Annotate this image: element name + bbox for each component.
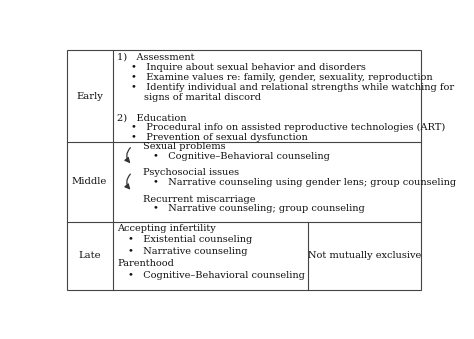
Text: •   Narrative counseling: • Narrative counseling xyxy=(128,247,247,256)
Text: •   Cognitive–Behavioral counseling: • Cognitive–Behavioral counseling xyxy=(128,271,305,280)
Text: •   Cognitive–Behavioral counseling: • Cognitive–Behavioral counseling xyxy=(153,152,330,160)
Text: •   Examine values re: family, gender, sexuality, reproduction: • Examine values re: family, gender, sex… xyxy=(131,73,432,82)
Text: Not mutually exclusive: Not mutually exclusive xyxy=(308,251,421,260)
Text: Psychosocial issues: Psychosocial issues xyxy=(143,168,239,177)
Text: •   Narrative counseling using gender lens; group counseling: • Narrative counseling using gender lens… xyxy=(153,178,456,187)
Text: 2)   Education: 2) Education xyxy=(117,113,186,122)
Text: 1)   Assessment: 1) Assessment xyxy=(117,53,194,62)
Text: Middle: Middle xyxy=(72,177,107,186)
Text: •   Prevention of sexual dysfunction: • Prevention of sexual dysfunction xyxy=(131,133,308,142)
Text: •   Inquire about sexual behavior and disorders: • Inquire about sexual behavior and diso… xyxy=(131,63,366,72)
Text: signs of marital discord: signs of marital discord xyxy=(145,93,262,102)
Text: Accepting infertility: Accepting infertility xyxy=(117,223,216,233)
Text: Early: Early xyxy=(76,92,103,101)
Text: Late: Late xyxy=(78,251,101,260)
Text: •   Procedural info on assisted reproductive technologies (ART): • Procedural info on assisted reproducti… xyxy=(131,123,445,132)
Text: •   Identify individual and relational strengths while watching for: • Identify individual and relational str… xyxy=(131,83,454,92)
Text: Parenthood: Parenthood xyxy=(117,259,174,268)
Text: •   Narrative counseling; group counseling: • Narrative counseling; group counseling xyxy=(153,204,365,213)
Text: •   Existential counseling: • Existential counseling xyxy=(128,235,252,244)
Text: Sexual problems: Sexual problems xyxy=(143,142,225,151)
Text: Recurrent miscarriage: Recurrent miscarriage xyxy=(143,195,255,203)
